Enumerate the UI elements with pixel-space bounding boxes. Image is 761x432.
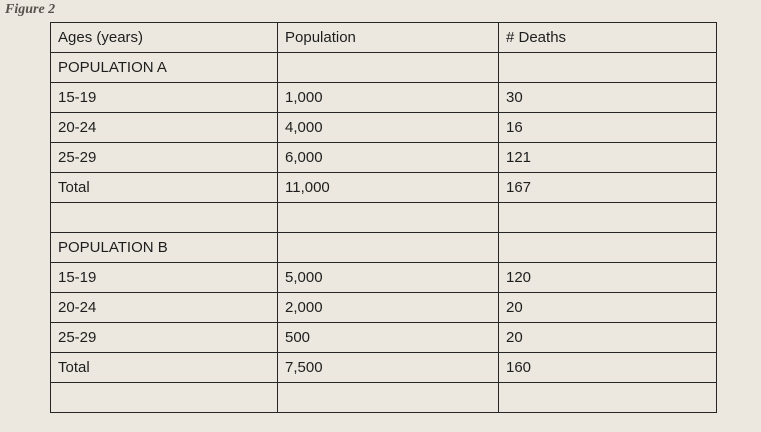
cell-section-label: POPULATION B [50, 232, 278, 263]
table-row: 20-24 4,000 16 [50, 112, 717, 143]
cell-deaths: 30 [498, 82, 717, 113]
cell-empty [277, 202, 499, 233]
cell-age: 20-24 [50, 292, 278, 323]
cell-deaths: 20 [498, 322, 717, 353]
cell-section-label: POPULATION A [50, 52, 278, 83]
table-row: 20-24 2,000 20 [50, 292, 717, 323]
header-population: Population [277, 22, 499, 53]
cell-population: 5,000 [277, 262, 499, 293]
cell-population: 1,000 [277, 82, 499, 113]
spacer-row [50, 382, 717, 413]
cell-age: 15-19 [50, 82, 278, 113]
cell-deaths: 121 [498, 142, 717, 173]
cell-population: 2,000 [277, 292, 499, 323]
cell-population: 4,000 [277, 112, 499, 143]
cell-population: 11,000 [277, 172, 499, 203]
header-ages: Ages (years) [50, 22, 278, 53]
cell-population: 500 [277, 322, 499, 353]
figure-title: Figure 2 [5, 2, 56, 17]
population-deaths-table: Ages (years) Population # Deaths POPULAT… [50, 22, 717, 413]
cell-empty [50, 382, 278, 413]
table-row: 25-29 6,000 121 [50, 142, 717, 173]
cell-empty [277, 382, 499, 413]
cell-deaths: 160 [498, 352, 717, 383]
table-row: 15-19 1,000 30 [50, 82, 717, 113]
total-row-population-b: Total 7,500 160 [50, 352, 717, 383]
cell-total-label: Total [50, 352, 278, 383]
cell-population: 6,000 [277, 142, 499, 173]
cell-deaths: 20 [498, 292, 717, 323]
section-row-population-b: POPULATION B [50, 232, 717, 263]
cell-deaths: 120 [498, 262, 717, 293]
cell-empty [498, 202, 717, 233]
cell-empty [498, 382, 717, 413]
cell-deaths [498, 232, 717, 263]
total-row-population-a: Total 11,000 167 [50, 172, 717, 203]
cell-deaths: 167 [498, 172, 717, 203]
cell-age: 15-19 [50, 262, 278, 293]
spacer-row [50, 202, 717, 233]
cell-empty [50, 202, 278, 233]
header-deaths: # Deaths [498, 22, 717, 53]
cell-deaths: 16 [498, 112, 717, 143]
cell-age: 25-29 [50, 322, 278, 353]
cell-age: 25-29 [50, 142, 278, 173]
header-row: Ages (years) Population # Deaths [50, 22, 717, 53]
cell-total-label: Total [50, 172, 278, 203]
table-row: 25-29 500 20 [50, 322, 717, 353]
cell-age: 20-24 [50, 112, 278, 143]
cell-deaths [498, 52, 717, 83]
section-row-population-a: POPULATION A [50, 52, 717, 83]
cell-population [277, 52, 499, 83]
cell-population: 7,500 [277, 352, 499, 383]
cell-population [277, 232, 499, 263]
table-row: 15-19 5,000 120 [50, 262, 717, 293]
